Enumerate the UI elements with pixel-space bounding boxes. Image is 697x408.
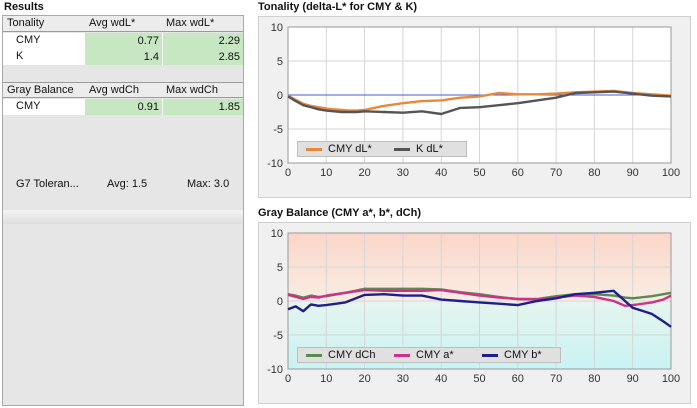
- results-title: Results: [4, 1, 44, 13]
- x-tick-label: 90: [627, 373, 639, 385]
- tonality-chart[interactable]: 0 10 20 30 40 50 60 70 80 90 100 10 5 0 -5 -10 CMY dL* …: [258, 16, 691, 198]
- legend-label: CMY dCh: [328, 349, 376, 361]
- y-tick-label: 10: [271, 22, 283, 34]
- y-tick-label: 10: [271, 228, 283, 240]
- x-tick-label: 40: [435, 373, 447, 385]
- x-tick-label: 70: [550, 373, 562, 385]
- x-tick-label: 100: [662, 167, 680, 179]
- gray-balance-header-row: Gray Balance Avg wdCh Max wdCh: [3, 82, 243, 98]
- gray-balance-header-avg: Avg wdCh: [89, 84, 139, 96]
- gray-balance-chart-title: Gray Balance (CMY a*, b*, dCh): [258, 207, 422, 219]
- max-value: 2.29: [163, 33, 243, 49]
- x-tick-label: 40: [435, 167, 447, 179]
- legend-swatch: [306, 353, 322, 357]
- x-tick-label: 30: [397, 167, 409, 179]
- tonality-header-max: Max wdL*: [166, 17, 215, 29]
- legend-label: CMY a*: [416, 349, 454, 361]
- tonality-legend: CMY dL* K dL*: [297, 141, 467, 157]
- plot-frame: [287, 232, 672, 370]
- y-tick-label: -10: [267, 364, 283, 376]
- y-tick-label: 5: [277, 262, 283, 274]
- avg-value: 0.77: [85, 33, 162, 49]
- tonality-header-label: Tonality: [7, 17, 45, 29]
- x-tick-label: 90: [627, 167, 639, 179]
- y-tick-label: -10: [267, 158, 283, 170]
- x-tick-label: 20: [358, 167, 370, 179]
- x-tick-label: 20: [358, 373, 370, 385]
- x-tick-label: 0: [285, 373, 291, 385]
- x-tick-label: 50: [473, 167, 485, 179]
- x-tick-label: 0: [285, 167, 291, 179]
- tonality-row-cmy[interactable]: CMY 0.77 2.29: [3, 33, 243, 49]
- max-value: 1.85: [163, 99, 243, 115]
- tonality-header-avg: Avg wdL*: [89, 17, 136, 29]
- x-tick-label: 10: [320, 373, 332, 385]
- legend-swatch: [306, 147, 322, 151]
- x-tick-label: 30: [397, 373, 409, 385]
- y-tick-label: -5: [273, 124, 283, 136]
- x-tick-label: 60: [512, 373, 524, 385]
- avg-value: 1.4: [85, 49, 162, 65]
- legend-item-k-dl: K dL*: [394, 143, 443, 155]
- x-tick-label: 10: [320, 167, 332, 179]
- legend-label: K dL*: [416, 143, 443, 155]
- tolerance-label: G7 Toleran...: [16, 178, 79, 190]
- y-tick-label: 0: [277, 296, 283, 308]
- x-tick-label: 80: [588, 167, 600, 179]
- avg-value: 0.91: [85, 99, 162, 115]
- x-tick-label: 70: [550, 167, 562, 179]
- tonality-chart-title: Tonality (delta-L* for CMY & K): [258, 1, 418, 13]
- row-label: CMY: [16, 100, 41, 112]
- series-line: [287, 288, 672, 308]
- legend-swatch: [394, 147, 410, 151]
- series-line: [287, 289, 672, 328]
- y-tick-label: 5: [277, 56, 283, 68]
- tonality-header-row: Tonality Avg wdL* Max wdL*: [3, 16, 243, 32]
- tonality-row-k[interactable]: K 1.4 2.85: [3, 49, 243, 65]
- legend-item-cmy-dch: CMY dCh: [306, 349, 375, 361]
- legend-item-cmy-dl: CMY dL*: [306, 143, 372, 155]
- legend-item-cmy-b: CMY b*: [482, 349, 542, 361]
- y-tick-label: 0: [277, 90, 283, 102]
- gray-balance-chart[interactable]: 0 10 20 30 40 50 60 70 80 90 100 10 5 0 -5 -10 CMY dCh …: [258, 222, 691, 404]
- x-tick-label: 100: [662, 373, 680, 385]
- tolerance-max: Max: 3.0: [187, 178, 230, 190]
- legend-swatch: [394, 353, 410, 357]
- gray-balance-header-max: Max wdCh: [166, 84, 218, 96]
- row-label: CMY: [16, 34, 41, 46]
- row-label: K: [16, 50, 24, 62]
- x-tick-label: 60: [512, 167, 524, 179]
- panel-divider: [3, 210, 243, 224]
- y-tick-label: -5: [273, 330, 283, 342]
- x-tick-label: 50: [473, 373, 485, 385]
- legend-label: CMY dL*: [328, 143, 372, 155]
- gray-balance-header-label: Gray Balance: [7, 84, 74, 96]
- legend-item-cmy-a: CMY a*: [394, 349, 454, 361]
- max-value: 2.85: [163, 49, 243, 65]
- tolerance-avg: Avg: 1.5: [107, 178, 148, 190]
- series-line: [287, 90, 672, 116]
- x-tick-label: 80: [588, 373, 600, 385]
- legend-swatch: [482, 353, 498, 357]
- gray-balance-legend: CMY dCh CMY a* CMY b*: [297, 347, 561, 363]
- gray-balance-row-cmy[interactable]: CMY 0.91 1.85: [3, 99, 243, 115]
- legend-label: CMY b*: [504, 349, 542, 361]
- results-panel: Tonality Avg wdL* Max wdL* CMY 0.77 2.29…: [2, 15, 244, 406]
